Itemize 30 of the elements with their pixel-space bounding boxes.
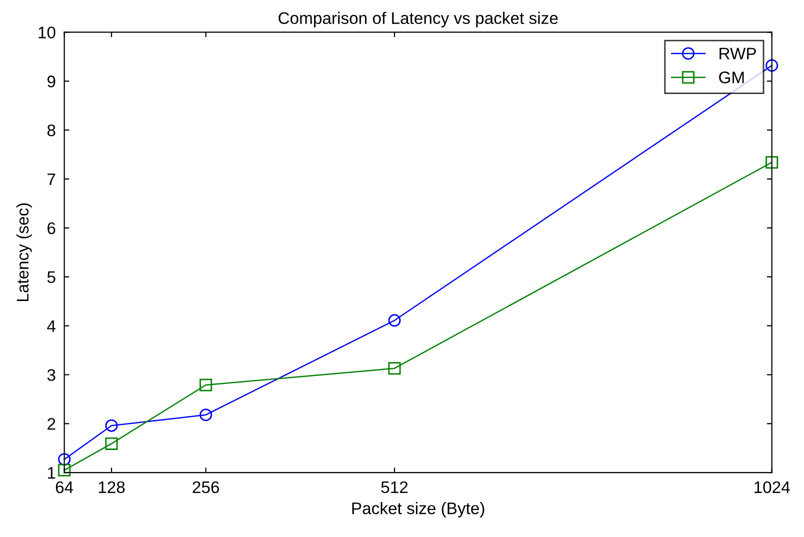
x-tick-label: 512: [381, 481, 408, 494]
x-axis-title: Packet size (Byte): [352, 502, 484, 518]
x-tick-label: 64: [56, 481, 74, 494]
y-tick-label: 3: [47, 369, 56, 381]
y-tick-label: 8: [47, 124, 56, 136]
y-axis-title: Latency (sec): [16, 203, 32, 302]
point: [105, 437, 118, 450]
y-tick-label: 2: [48, 418, 56, 430]
legend-label: RWP: [720, 48, 756, 60]
point: [766, 59, 778, 72]
x-tick-label: 256: [192, 481, 219, 494]
point: [388, 314, 401, 327]
legend-label: GM: [719, 72, 744, 84]
y-tick-label: 10: [38, 26, 56, 38]
point: [58, 464, 71, 476]
chart-title: Comparison of Latency vs packet size: [278, 12, 558, 28]
y-tick-label: 5: [47, 271, 56, 284]
y-tick-label: 7: [48, 174, 56, 186]
x-tick-label: 1024: [754, 481, 790, 494]
point: [388, 362, 401, 375]
point: [766, 156, 778, 169]
x-tick-label: 128: [98, 481, 125, 494]
y-tick-label: 1: [48, 467, 56, 479]
point: [200, 408, 212, 422]
y-tick-label: 6: [48, 222, 56, 234]
point: [200, 378, 212, 392]
y-tick-label: 9: [48, 76, 56, 88]
point: [105, 419, 118, 432]
y-tick-label: 4: [47, 320, 56, 332]
point: [58, 453, 71, 466]
